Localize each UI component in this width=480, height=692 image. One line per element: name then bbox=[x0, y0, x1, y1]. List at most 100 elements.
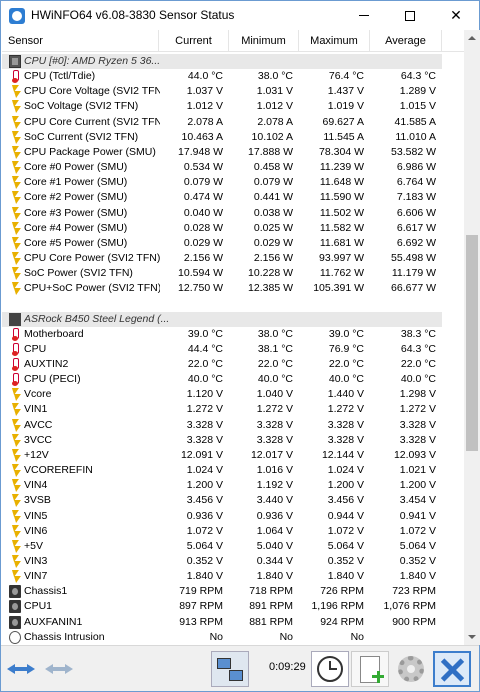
sensor-maximum-value: 1.840 V bbox=[327, 570, 364, 583]
sensor-row[interactable]: VIN1 1.272 V 1.272 V 1.272 V 1.272 V bbox=[2, 402, 442, 417]
column-sensor[interactable]: Sensor bbox=[2, 30, 159, 52]
sensor-maximum-value: 105.391 W bbox=[313, 282, 364, 295]
sensor-row[interactable]: VIN6 1.072 V 1.064 V 1.072 V 1.072 V bbox=[2, 524, 442, 539]
bolt-icon bbox=[9, 100, 21, 113]
sensor-group-header[interactable]: ASRock B450 Steel Legend (... bbox=[2, 311, 442, 327]
sensor-name: AUXFANIN1 bbox=[24, 615, 83, 628]
sensor-average-value: 1.015 V bbox=[399, 100, 436, 113]
sensor-row[interactable]: VIN5 0.936 V 0.936 V 0.944 V 0.941 V bbox=[2, 509, 442, 524]
sensor-minimum-value: 40.0 °C bbox=[257, 373, 293, 386]
sensor-row[interactable]: 3VSB 3.456 V 3.440 V 3.456 V 3.454 V bbox=[2, 493, 442, 508]
sensor-minimum-value: 1.840 V bbox=[256, 570, 293, 583]
monitor-icon bbox=[229, 670, 243, 681]
minimize-button[interactable] bbox=[341, 1, 387, 30]
sensor-current-value: 1.037 V bbox=[186, 85, 223, 98]
sensor-group-header[interactable]: CPU [#0]: AMD Ryzen 5 36... bbox=[2, 54, 442, 70]
sensor-row[interactable]: CPU (Tctl/Tdie) 44.0 °C 38.0 °C 76.4 °C 64.3… bbox=[2, 69, 442, 84]
column-minimum[interactable]: Minimum bbox=[229, 30, 299, 52]
chip-icon bbox=[9, 55, 21, 68]
sensor-row[interactable]: SoC Power (SVI2 TFN) 10.594 W 10.228 W 11.7… bbox=[2, 266, 442, 281]
sensor-current-value: 0.029 W bbox=[183, 236, 223, 249]
sensor-average-value: 0.352 V bbox=[399, 554, 436, 567]
sensor-row[interactable]: Core #3 Power (SMU) 0.040 W 0.038 W 11.502 … bbox=[2, 206, 442, 221]
sensor-average-value: 55.498 W bbox=[391, 251, 436, 264]
sensor-average-value: 6.606 W bbox=[396, 206, 436, 219]
sensor-row[interactable]: VIN7 1.840 V 1.840 V 1.840 V 1.840 V bbox=[2, 569, 442, 584]
sensor-row[interactable]: AVCC 3.328 V 3.328 V 3.328 V 3.328 V bbox=[2, 418, 442, 433]
sensor-maximum-value: 76.4 °C bbox=[328, 70, 364, 83]
sensor-row[interactable]: +12V 12.091 V 12.017 V 12.144 V 12.093 V bbox=[2, 448, 442, 463]
sensor-row[interactable]: 3VCC 3.328 V 3.328 V 3.328 V 3.328 V bbox=[2, 433, 442, 448]
sensor-name: SoC Current (SVI2 TFN) bbox=[24, 130, 139, 143]
close-sensors-button[interactable] bbox=[433, 651, 471, 687]
sensor-maximum-value: 1.437 V bbox=[327, 85, 364, 98]
sensor-minimum-value: 12.385 W bbox=[248, 282, 293, 295]
sensor-row[interactable]: CPU Core Current (SVI2 TFN) 2.078 A 2.078 … bbox=[2, 115, 442, 130]
scroll-down-button[interactable] bbox=[464, 629, 480, 645]
network-button[interactable] bbox=[211, 651, 249, 687]
sensor-current-value: 3.328 V bbox=[186, 433, 223, 446]
sensor-row[interactable]: Core #0 Power (SMU) 0.534 W 0.458 W 11.239 … bbox=[2, 160, 442, 175]
sensor-name: CPU Package Power (SMU) bbox=[24, 145, 156, 158]
settings-button[interactable] bbox=[392, 651, 430, 687]
sensor-row[interactable]: Chassis Intrusion No No No bbox=[2, 630, 442, 645]
sensor-average-value: 1.021 V bbox=[399, 464, 436, 477]
sensor-row[interactable]: Core #5 Power (SMU) 0.029 W 0.029 W 11.681 … bbox=[2, 236, 442, 251]
bottom-toolbar: 0:09:29 bbox=[1, 645, 479, 691]
sensor-name: Core #4 Power (SMU) bbox=[24, 221, 128, 234]
sensor-row[interactable]: VCOREREFIN 1.024 V 1.016 V 1.024 V 1.021 V bbox=[2, 463, 442, 478]
navigate-next-button[interactable] bbox=[43, 656, 75, 682]
sensor-row[interactable]: AUXFANIN1 913 RPM 881 RPM 924 RPM 900 RPM bbox=[2, 615, 442, 630]
sensor-row[interactable]: VIN4 1.200 V 1.192 V 1.200 V 1.200 V bbox=[2, 478, 442, 493]
sensor-row[interactable]: AUXTIN2 22.0 °C 22.0 °C 22.0 °C 22.0 °C bbox=[2, 357, 442, 372]
sensor-current-value: 1.024 V bbox=[186, 464, 223, 477]
scroll-thumb[interactable] bbox=[466, 235, 478, 451]
bolt-icon bbox=[9, 388, 21, 401]
sensor-name: Motherboard bbox=[24, 327, 84, 340]
column-maximum[interactable]: Maximum bbox=[299, 30, 370, 52]
sensor-row[interactable]: Core #2 Power (SMU) 0.474 W 0.441 W 11.590 … bbox=[2, 190, 442, 205]
sensor-current-value: 10.594 W bbox=[178, 267, 223, 280]
sensor-current-value: No bbox=[209, 630, 223, 643]
sensor-current-value: 1.272 V bbox=[186, 403, 223, 416]
sensor-average-value: 64.3 °C bbox=[400, 70, 436, 83]
sensor-average-value: 1.840 V bbox=[399, 570, 436, 583]
sensor-row[interactable]: VIN3 0.352 V 0.344 V 0.352 V 0.352 V bbox=[2, 554, 442, 569]
sensor-current-value: 17.948 W bbox=[178, 145, 223, 158]
column-average[interactable]: Average bbox=[370, 30, 442, 52]
bolt-icon bbox=[9, 540, 21, 553]
sensor-current-value: 3.456 V bbox=[186, 494, 223, 507]
navigate-previous-button[interactable] bbox=[5, 656, 37, 682]
bolt-icon bbox=[9, 176, 21, 189]
sensor-row[interactable]: SoC Current (SVI2 TFN) 10.463 A 10.102 A 11… bbox=[2, 130, 442, 145]
sensor-row[interactable]: Core #1 Power (SMU) 0.079 W 0.079 W 11.648 … bbox=[2, 175, 442, 190]
sensor-row[interactable]: Core #4 Power (SMU) 0.028 W 0.025 W 11.582 … bbox=[2, 221, 442, 236]
vertical-scrollbar[interactable] bbox=[464, 30, 480, 645]
sensor-row[interactable]: CPU (PECI) 40.0 °C 40.0 °C 40.0 °C 40.0 °C bbox=[2, 372, 442, 387]
gear-icon bbox=[398, 656, 424, 682]
sensor-row[interactable]: CPU Package Power (SMU) 17.948 W 17.888 W 7… bbox=[2, 145, 442, 160]
sensor-minimum-value: 3.328 V bbox=[256, 418, 293, 431]
sensor-row[interactable]: Vcore 1.120 V 1.040 V 1.440 V 1.298 V bbox=[2, 387, 442, 402]
sensor-row[interactable]: CPU Core Power (SVI2 TFN) 2.156 W 2.156 W 9… bbox=[2, 251, 442, 266]
sensor-minimum-value: 1.016 V bbox=[256, 464, 293, 477]
sensor-row[interactable]: +5V 5.064 V 5.040 V 5.064 V 5.064 V bbox=[2, 539, 442, 554]
thermometer-icon bbox=[9, 373, 21, 387]
bolt-icon bbox=[9, 116, 21, 129]
sensor-row[interactable]: CPU+SoC Power (SVI2 TFN) 12.750 W 12.385 W… bbox=[2, 281, 442, 296]
bolt-icon bbox=[9, 252, 21, 265]
sensor-minimum-value: 22.0 °C bbox=[257, 358, 293, 370]
sensor-row[interactable]: SoC Voltage (SVI2 TFN) 1.012 V 1.012 V 1.01… bbox=[2, 99, 442, 114]
maximize-button[interactable] bbox=[387, 1, 433, 30]
sensor-row[interactable]: Chassis1 719 RPM 718 RPM 726 RPM 723 RPM bbox=[2, 584, 442, 599]
close-window-button[interactable]: ✕ bbox=[433, 1, 479, 30]
sensor-current-value: 1.840 V bbox=[186, 570, 223, 583]
sensor-row[interactable]: CPU1 897 RPM 891 RPM 1,196 RPM 1,076 RPM bbox=[2, 599, 442, 614]
start-logging-button[interactable] bbox=[351, 651, 389, 687]
reset-timer-button[interactable] bbox=[311, 651, 349, 687]
column-current[interactable]: Current bbox=[159, 30, 229, 52]
sensor-row[interactable]: Motherboard 39.0 °C 38.0 °C 39.0 °C 38.3 °C bbox=[2, 327, 442, 342]
scroll-up-button[interactable] bbox=[464, 30, 480, 46]
sensor-row[interactable]: CPU Core Voltage (SVI2 TFN) 1.037 V 1.031 … bbox=[2, 84, 442, 99]
sensor-row[interactable]: CPU 44.4 °C 38.1 °C 76.9 °C 64.3 °C bbox=[2, 342, 442, 357]
